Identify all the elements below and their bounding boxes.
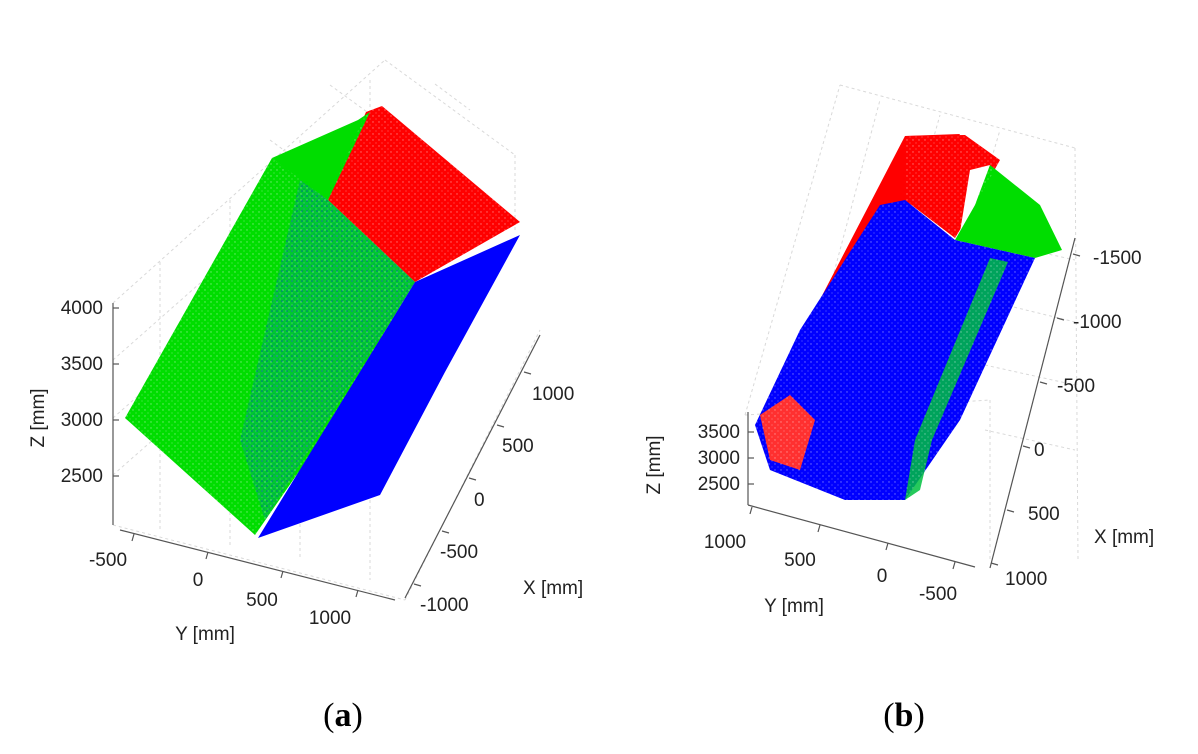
panel-a-y-label: Y [mm] (175, 624, 235, 645)
panel-a-mix-speckle (240, 180, 415, 520)
panel-a-x-tick: 500 (502, 436, 534, 457)
panel-a-green-top-face (272, 112, 370, 200)
panel-b-z-tick: 2500 (698, 474, 740, 495)
panel-a-caption: (a) (323, 697, 363, 734)
panel-b-x-tick: -1000 (1073, 312, 1122, 333)
panel-a: 4000 3500 3000 2500 Z [mm] -500 0 500 10… (28, 59, 583, 734)
panel-a-z-tick: 2500 (61, 466, 103, 487)
panel-b-x-tick: 500 (1028, 504, 1060, 525)
panel-b-z-label: Z [mm] (644, 435, 665, 494)
panel-a-z-tick: 3000 (61, 410, 103, 431)
panel-b-x-tick: 0 (1034, 440, 1045, 461)
panel-a-y-tick: 1000 (309, 608, 351, 629)
panel-b-x-tick: -500 (1057, 376, 1095, 397)
panel-b-y-tick: 0 (877, 566, 888, 587)
panel-a-x-label: X [mm] (523, 578, 583, 599)
panel-a-z-label: Z [mm] (28, 388, 49, 447)
panel-b-caption: (b) (883, 697, 925, 734)
panel-a-point-cloud (125, 106, 520, 538)
panel-a-x-tick: -1000 (420, 595, 469, 616)
panel-b-x-tick: -1500 (1093, 248, 1142, 269)
panel-a-y-tick: 0 (193, 570, 204, 591)
panel-b-red-speckle (905, 135, 1000, 238)
panel-b-y-tick: 1000 (704, 532, 746, 553)
panel-a-red-speckle (328, 106, 520, 282)
panel-b-x-axis (989, 237, 1076, 569)
panel-a-z-tick: 4000 (61, 298, 103, 319)
panel-a-y-tick: -500 (89, 550, 127, 571)
panel-a-z-tick: 3500 (61, 354, 103, 375)
panel-b-z-tick: 3000 (698, 448, 740, 469)
panel-b-y-label: Y [mm] (764, 596, 824, 617)
panel-b: 3500 3000 2500 Z [mm] 1000 500 0 -500 Y … (644, 84, 1154, 734)
panel-a-x-tick: 1000 (532, 384, 574, 405)
panel-a-x-tick: 0 (474, 490, 485, 511)
panel-b-x-label: X [mm] (1094, 527, 1154, 548)
panel-a-x-tick: -500 (440, 542, 478, 563)
panel-a-y-tick: 500 (246, 590, 278, 611)
panel-a-y-axis (119, 529, 396, 601)
panel-b-y-axis (747, 504, 976, 568)
panel-a-blue-face (258, 235, 520, 538)
panel-b-y-tick: -500 (919, 584, 957, 605)
panel-b-point-cloud (755, 134, 1062, 500)
panel-b-z-tick: 3500 (698, 422, 740, 443)
panel-b-x-tick: 1000 (1005, 569, 1047, 590)
panel-b-y-tick: 500 (784, 550, 816, 571)
panel-a-x-axis (404, 334, 541, 599)
panel-b-blue-speckle (755, 200, 1035, 500)
